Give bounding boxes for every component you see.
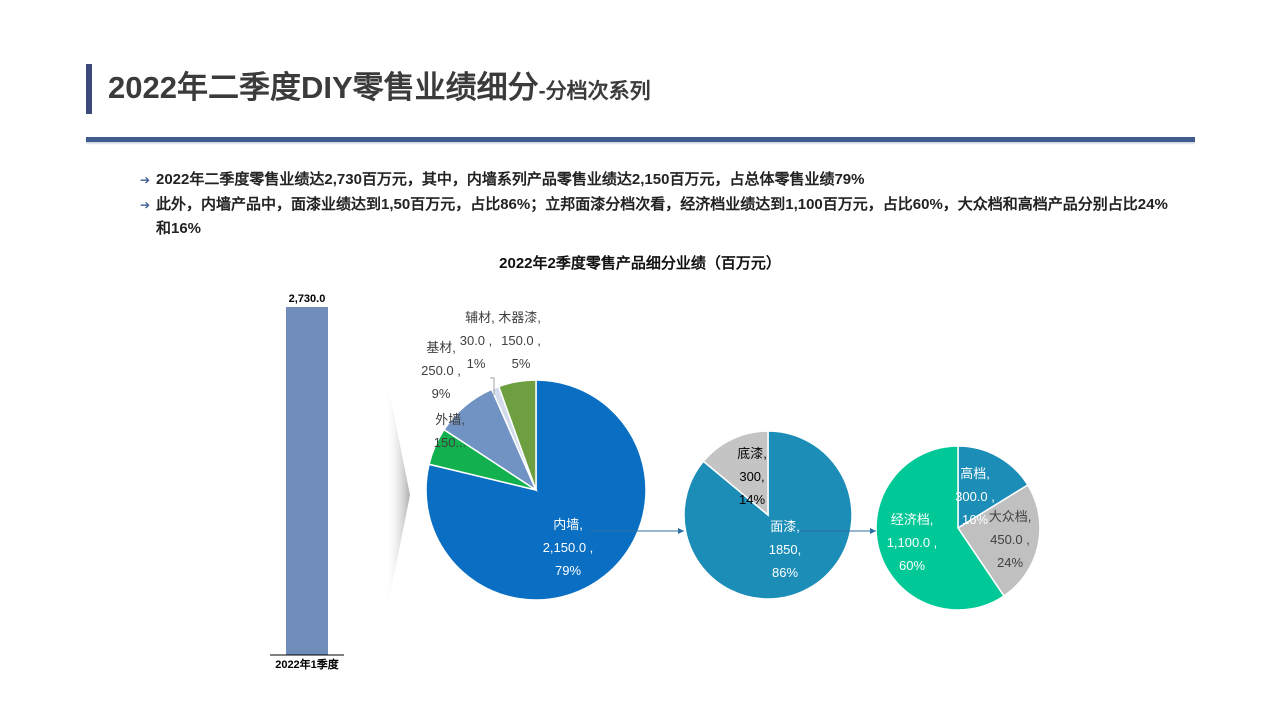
pie2-label-topcoat: 面漆, [770,519,800,534]
connector-arrowhead-1 [678,528,684,534]
pie3-label-economy: 1,100.0 , [887,535,938,550]
pie1-leader-aux [490,377,495,395]
pie2-label-topcoat: 1850, [769,542,802,557]
arrow-icon: ➔ [140,198,151,212]
bar-0 [286,307,328,655]
pie2-label-topcoat: 86% [772,565,798,580]
summary-bullets: ➔ 2022年二季度零售业绩达2,730百万元，其中，内墙系列产品零售业绩达2,… [140,168,1180,242]
pie1-label-base: 基材, [426,340,456,355]
pie3-label-economy: 经济档, [891,512,934,527]
bar-category-label: 2022年1季度 [275,657,340,671]
pie2-label-primer: 300, [739,469,764,484]
pie1-label-inner-wall: 内墙, [553,517,583,532]
pie-inner-wall-split: 面漆, 1850, 86% 底漆, 300, 14% [683,430,853,600]
pie3-label-mass: 24% [997,555,1023,570]
pie2-label-primer: 底漆, [737,446,767,461]
summary-bullet-1: ➔ 2022年二季度零售业绩达2,730百万元，其中，内墙系列产品零售业绩达2,… [140,168,1180,192]
pie1-label-base: 250.0 , [421,363,461,378]
pie1-label-wood: 5% [512,356,531,371]
pie1-label-aux-wood: 辅材, 木器漆, [465,310,541,325]
page-title-sub: -分档次系列 [538,80,651,103]
pie3-label-mass: 450.0 , [990,532,1030,547]
pie-product-split: 内墙, 2,150.0 , 79% 外墙, 150... 基材, 250.0 , 9% 辅材, … [421,310,647,601]
pie1-label-outer-wall: 150... [434,435,467,450]
bar-data-label: 2,730.0 [289,293,326,305]
pie3-label-mass: 大众档, [989,509,1032,524]
pie3-slice-mass [956,483,1041,597]
pie2-slice-primer [702,430,769,517]
page-title: 2022年二季度DIY零售业绩细分-分档次系列 [108,62,651,107]
pie1-label-inner-wall: 2,150.0 , [543,540,594,555]
pie1-label-outer-wall: 外墙, [435,412,465,427]
chart-title: 2022年2季度零售产品细分业绩（百万元） [499,254,781,272]
title-accent-bar [86,64,92,114]
pie-topcoat-grade-split: 高档, 300.0 , 16% 大众档, 450.0 , 24% 经济档, 1,100.0 ,… [875,445,1041,611]
pie2-label-primer: 14% [739,492,765,507]
pie1-label-inner-wall: 79% [555,563,581,578]
pie3-label-economy: 60% [899,558,925,573]
pie1-label-base: 9% [432,386,451,401]
page-title-main: 2022年二季度DIY零售业绩细分 [108,70,539,105]
pie1-slice-wood [497,379,537,491]
pie-connectors [590,528,876,534]
pie1-label-aux: 30.0 , [460,333,493,348]
pie3-slice-economy [875,445,1005,611]
pie3-label-premium: 高档, [960,466,990,481]
header-divider-shadow [86,142,1195,145]
pie3-label-premium: 16% [962,512,988,527]
summary-bullet-text: 此外，内墙产品中，面漆业绩达到1,50百万元，占比86%；立邦面漆分档次看，经济… [156,196,1168,237]
header-divider [86,137,1195,142]
bar-chart: 2,730.0 2022年1季度 [270,293,344,671]
arrow-icon: ➔ [140,173,151,187]
summary-bullet-2: ➔ 此外，内墙产品中，面漆业绩达到1,50百万元，占比86%；立邦面漆分档次看，… [140,193,1180,241]
breakdown-funnel [385,370,410,620]
pie3-slice-premium [957,445,1029,530]
summary-bullet-text: 2022年二季度零售业绩达2,730百万元，其中，内墙系列产品零售业绩达2,15… [156,171,865,188]
connector-arrowhead-2 [870,528,876,534]
pie1-label-aux: 1% [467,356,486,371]
pie3-label-premium: 300.0 , [955,489,995,504]
pie1-label-wood: 150.0 , [501,333,541,348]
